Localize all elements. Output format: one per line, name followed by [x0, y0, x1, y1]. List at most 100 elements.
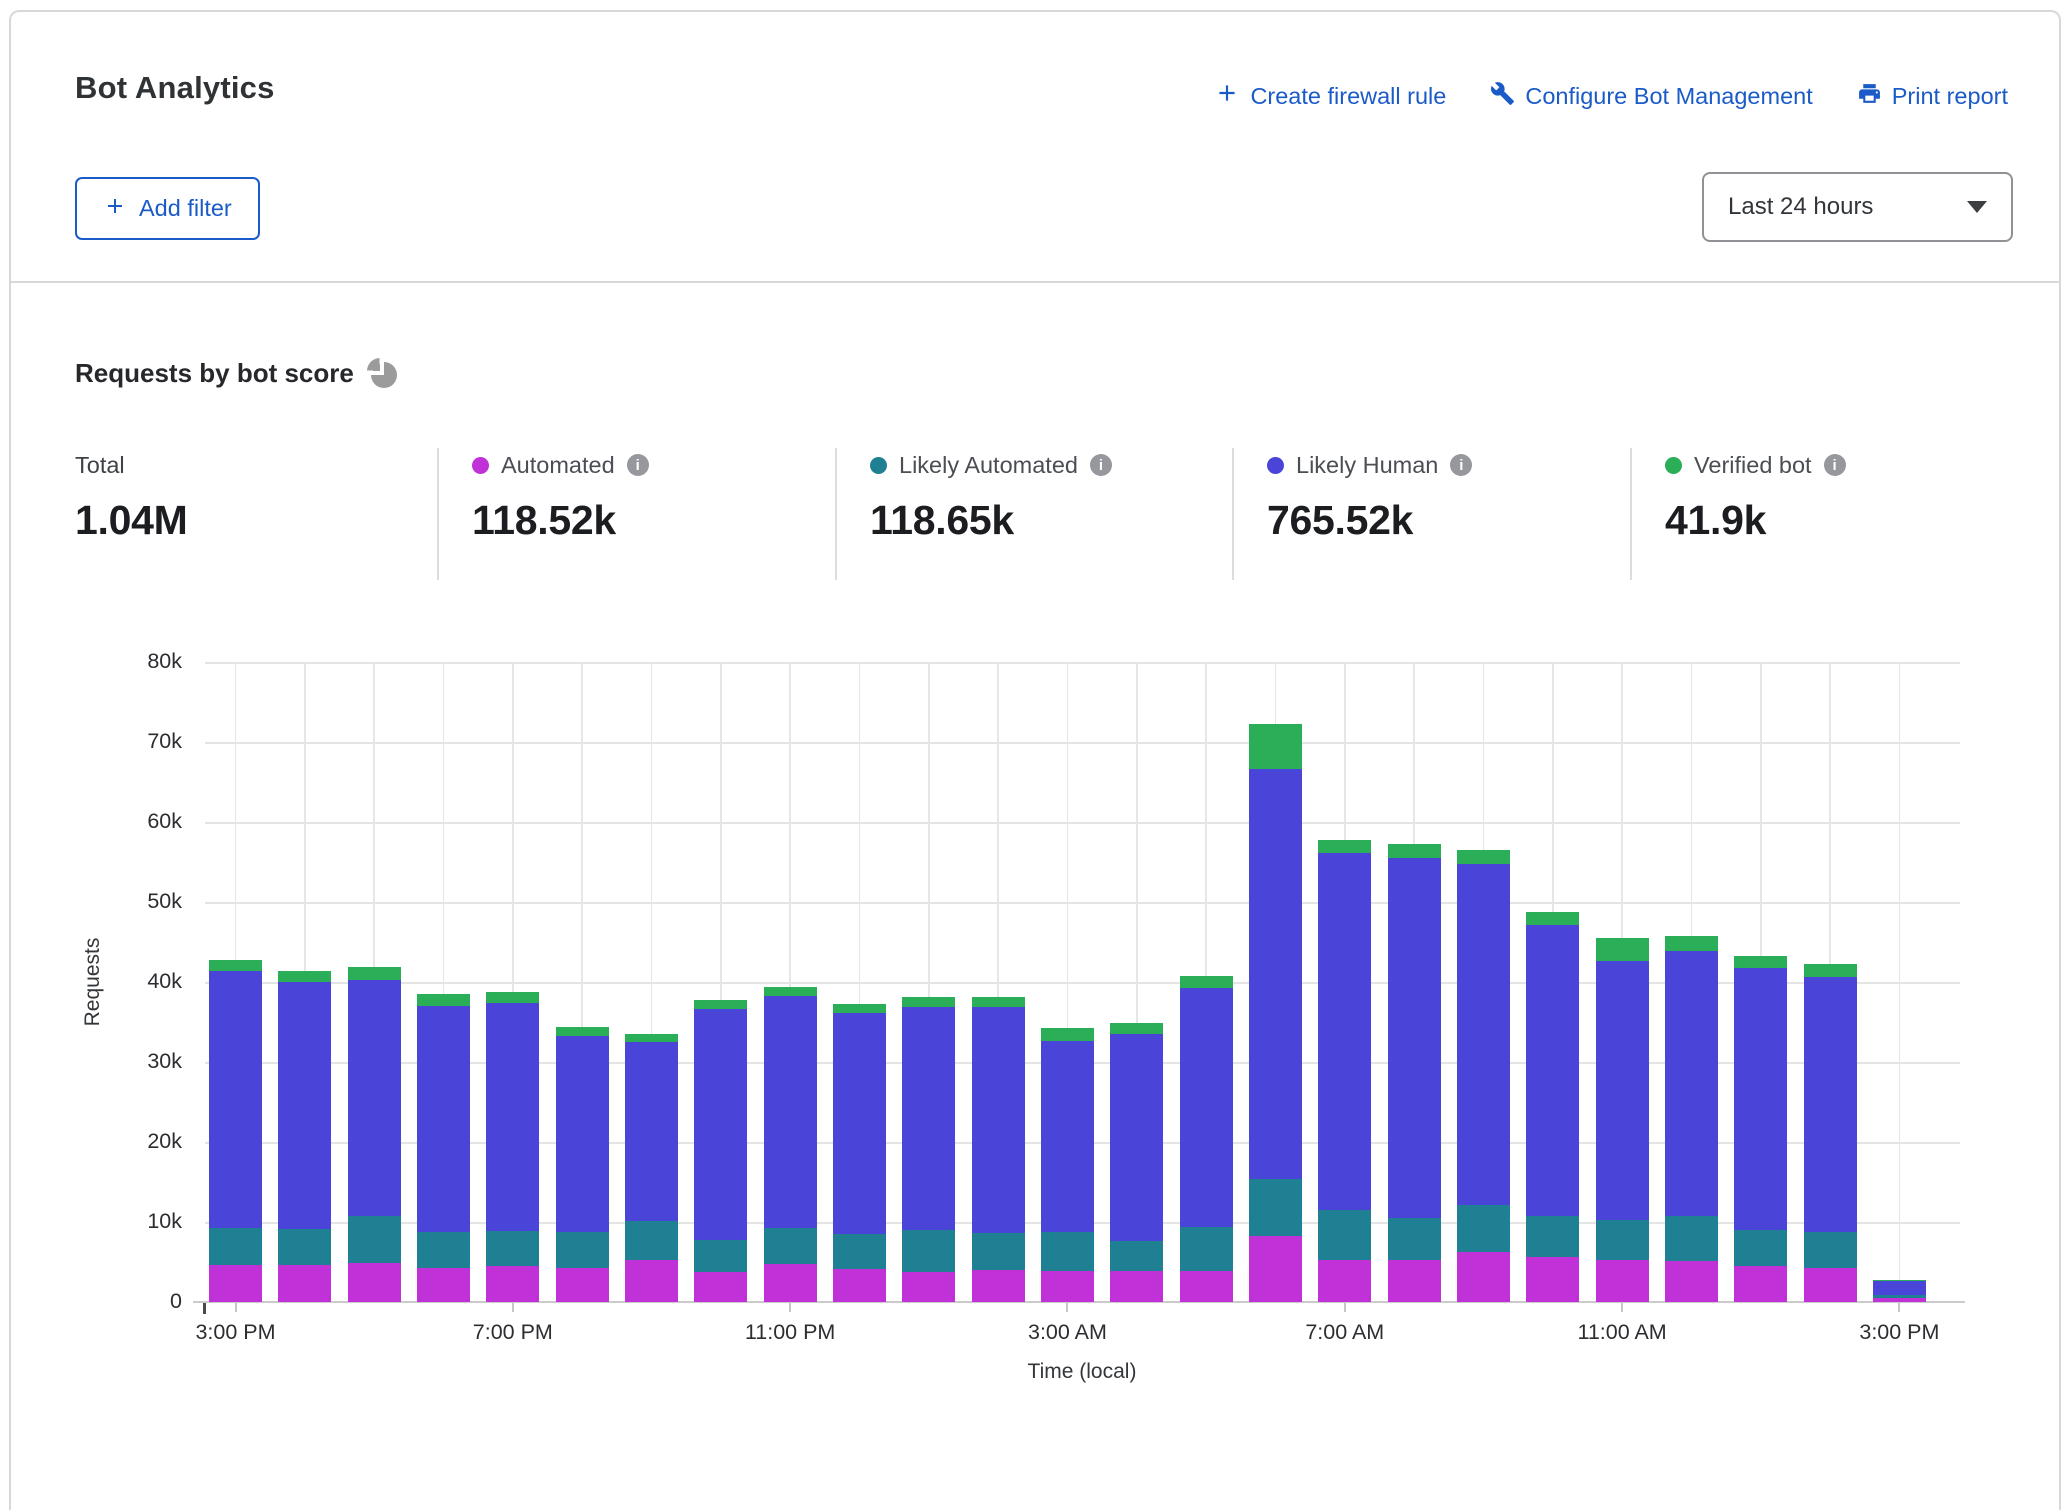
- bar-segment-verified-bot[interactable]: [1873, 1280, 1926, 1281]
- bar-segment-likely-automated[interactable]: [1665, 1216, 1718, 1262]
- bar-segment-likely-human[interactable]: [902, 1007, 955, 1230]
- bar-segment-verified-bot[interactable]: [694, 1000, 747, 1009]
- bar-3-00-pm[interactable]: [1873, 662, 1926, 1302]
- bar-segment-verified-bot[interactable]: [417, 994, 470, 1006]
- bar-segment-automated[interactable]: [833, 1269, 886, 1302]
- bar-segment-verified-bot[interactable]: [625, 1034, 678, 1042]
- bar-segment-verified-bot[interactable]: [902, 997, 955, 1007]
- bar-segment-likely-human[interactable]: [1526, 925, 1579, 1215]
- bar-segment-likely-human[interactable]: [1318, 853, 1371, 1210]
- bar-5-00-am[interactable]: [1180, 662, 1233, 1302]
- bar-segment-automated[interactable]: [1596, 1260, 1649, 1302]
- bar-segment-automated[interactable]: [1526, 1257, 1579, 1302]
- bar-segment-verified-bot[interactable]: [1110, 1023, 1163, 1034]
- info-icon[interactable]: i: [1824, 454, 1846, 476]
- create-firewall-rule-link[interactable]: Create firewall rule: [1214, 80, 1446, 112]
- bar-segment-likely-human[interactable]: [486, 1003, 539, 1231]
- bar-segment-likely-automated[interactable]: [902, 1230, 955, 1272]
- bar-segment-verified-bot[interactable]: [764, 987, 817, 997]
- bar-segment-automated[interactable]: [1180, 1271, 1233, 1302]
- info-icon[interactable]: i: [627, 454, 649, 476]
- bar-segment-verified-bot[interactable]: [209, 960, 262, 971]
- bar-segment-verified-bot[interactable]: [1734, 956, 1787, 969]
- print-report-link[interactable]: Print report: [1857, 81, 2008, 112]
- bar-segment-automated[interactable]: [1873, 1298, 1926, 1302]
- bar-3-00-pm[interactable]: [209, 662, 262, 1302]
- bar-segment-automated[interactable]: [1457, 1252, 1510, 1302]
- bar-segment-automated[interactable]: [1249, 1236, 1302, 1302]
- bar-segment-automated[interactable]: [625, 1260, 678, 1302]
- bar-segment-likely-human[interactable]: [972, 1007, 1025, 1233]
- bar-segment-automated[interactable]: [1041, 1271, 1094, 1302]
- bar-segment-verified-bot[interactable]: [833, 1004, 886, 1014]
- bar-segment-likely-automated[interactable]: [556, 1232, 609, 1267]
- bar-segment-likely-automated[interactable]: [1804, 1232, 1857, 1267]
- bar-3-00-am[interactable]: [1041, 662, 1094, 1302]
- bar-segment-likely-automated[interactable]: [833, 1234, 886, 1269]
- bar-segment-verified-bot[interactable]: [278, 971, 331, 982]
- bar-4-00-am[interactable]: [1110, 662, 1163, 1302]
- bar-segment-automated[interactable]: [902, 1272, 955, 1302]
- bar-5-00-pm[interactable]: [348, 662, 401, 1302]
- bar-segment-verified-bot[interactable]: [1596, 938, 1649, 961]
- bar-segment-likely-human[interactable]: [1596, 961, 1649, 1219]
- bar-segment-automated[interactable]: [486, 1266, 539, 1302]
- bar-segment-verified-bot[interactable]: [1318, 840, 1371, 854]
- bar-6-00-pm[interactable]: [417, 662, 470, 1302]
- bar-segment-verified-bot[interactable]: [1249, 724, 1302, 770]
- bar-segment-verified-bot[interactable]: [1041, 1028, 1094, 1041]
- bar-segment-likely-human[interactable]: [694, 1009, 747, 1239]
- bar-12-00-am[interactable]: [833, 662, 886, 1302]
- bar-segment-automated[interactable]: [1110, 1271, 1163, 1302]
- bar-segment-verified-bot[interactable]: [1665, 936, 1718, 950]
- bar-segment-verified-bot[interactable]: [1457, 850, 1510, 864]
- bar-segment-automated[interactable]: [972, 1270, 1025, 1302]
- bar-segment-automated[interactable]: [417, 1268, 470, 1302]
- info-icon[interactable]: i: [1450, 454, 1472, 476]
- bar-6-00-am[interactable]: [1249, 662, 1302, 1302]
- bar-segment-automated[interactable]: [1318, 1260, 1371, 1302]
- bar-segment-verified-bot[interactable]: [348, 967, 401, 980]
- bar-segment-likely-automated[interactable]: [1734, 1230, 1787, 1266]
- bar-segment-automated[interactable]: [1665, 1261, 1718, 1302]
- bar-segment-likely-automated[interactable]: [1180, 1227, 1233, 1271]
- bar-segment-likely-automated[interactable]: [625, 1221, 678, 1260]
- bar-segment-likely-human[interactable]: [209, 971, 262, 1229]
- bar-4-00-pm[interactable]: [278, 662, 331, 1302]
- bar-segment-likely-automated[interactable]: [1110, 1241, 1163, 1271]
- bar-segment-likely-automated[interactable]: [1596, 1220, 1649, 1261]
- bar-7-00-pm[interactable]: [486, 662, 539, 1302]
- bar-segment-verified-bot[interactable]: [556, 1027, 609, 1036]
- bar-2-00-am[interactable]: [972, 662, 1025, 1302]
- bar-segment-likely-automated[interactable]: [1526, 1216, 1579, 1258]
- add-filter-button[interactable]: Add filter: [75, 177, 260, 240]
- bar-10-00-am[interactable]: [1526, 662, 1579, 1302]
- bar-segment-verified-bot[interactable]: [1180, 976, 1233, 987]
- info-icon[interactable]: i: [1090, 454, 1112, 476]
- bar-segment-automated[interactable]: [1388, 1260, 1441, 1302]
- bar-10-00-pm[interactable]: [694, 662, 747, 1302]
- bar-segment-likely-human[interactable]: [1873, 1281, 1926, 1295]
- bar-segment-automated[interactable]: [1734, 1266, 1787, 1302]
- bar-segment-likely-human[interactable]: [556, 1036, 609, 1233]
- configure-bot-management-link[interactable]: Configure Bot Management: [1490, 81, 1812, 112]
- bar-segment-likely-human[interactable]: [1388, 858, 1441, 1218]
- bar-segment-likely-automated[interactable]: [1388, 1218, 1441, 1260]
- bar-segment-likely-automated[interactable]: [486, 1231, 539, 1266]
- bar-segment-automated[interactable]: [764, 1264, 817, 1302]
- bar-segment-likely-human[interactable]: [417, 1006, 470, 1232]
- bar-segment-likely-human[interactable]: [764, 996, 817, 1227]
- bar-segment-verified-bot[interactable]: [1526, 912, 1579, 926]
- bar-segment-automated[interactable]: [1804, 1268, 1857, 1302]
- bar-1-00-am[interactable]: [902, 662, 955, 1302]
- bar-1-00-pm[interactable]: [1734, 662, 1787, 1302]
- bar-9-00-am[interactable]: [1457, 662, 1510, 1302]
- bar-segment-likely-automated[interactable]: [348, 1216, 401, 1262]
- bar-segment-automated[interactable]: [278, 1265, 331, 1302]
- bar-segment-likely-automated[interactable]: [1249, 1179, 1302, 1236]
- bar-segment-likely-automated[interactable]: [1318, 1210, 1371, 1260]
- bar-segment-verified-bot[interactable]: [1388, 844, 1441, 858]
- bar-7-00-am[interactable]: [1318, 662, 1371, 1302]
- bar-segment-likely-automated[interactable]: [1873, 1295, 1926, 1298]
- bar-segment-likely-human[interactable]: [1041, 1041, 1094, 1231]
